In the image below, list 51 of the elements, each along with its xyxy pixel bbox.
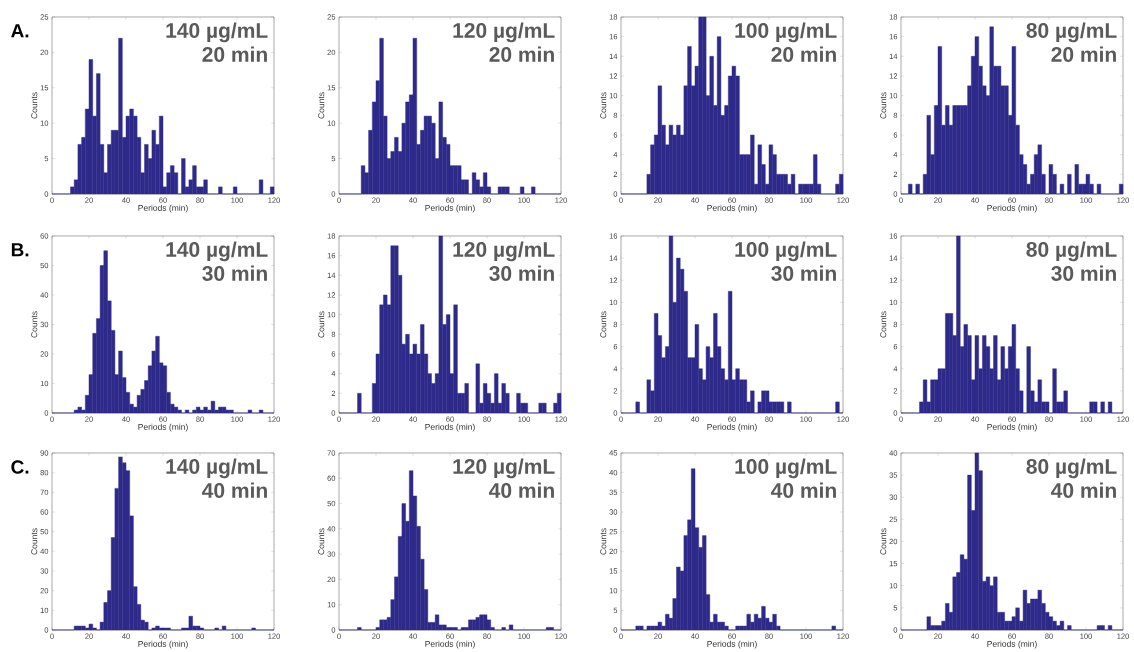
y-axis-title: Counts <box>880 92 887 119</box>
chart-title: 80 µg/mL <box>1026 241 1117 262</box>
chart-title: 100 µg/mL <box>735 458 837 479</box>
text: 40 min <box>202 482 267 498</box>
text: 30 min <box>771 265 836 281</box>
x-axis-title: Periods (min) <box>987 640 1037 649</box>
chart-title: 120 µg/mL <box>453 241 555 262</box>
chart-title: 100 µg/mL <box>735 22 837 43</box>
chart-title: 120 µg/mL <box>453 458 555 479</box>
text: 40 min <box>771 482 836 498</box>
text: 20 min <box>771 46 836 62</box>
x-axis-title: Periods (min) <box>425 640 475 649</box>
text: A. <box>11 24 29 38</box>
text: 20 min <box>489 46 554 62</box>
y-axis-title: Counts <box>318 311 325 338</box>
x-axis-title: Periods (min) <box>138 204 188 213</box>
chart-title: 100 µg/mL <box>735 241 837 262</box>
chart-title: 140 µg/mL <box>166 22 268 43</box>
x-axis-title: Periods (min) <box>987 204 1037 213</box>
x-axis-title: Periods (min) <box>425 204 475 213</box>
x-axis-title: Periods (min) <box>138 640 188 649</box>
chart-title: 120 µg/mL <box>453 22 555 43</box>
text: 20 min <box>1051 46 1116 62</box>
x-axis-title: Periods (min) <box>707 423 757 432</box>
y-axis-title: Counts <box>31 311 38 338</box>
x-axis-title: Periods (min) <box>707 640 757 649</box>
chart-title: 140 µg/mL <box>166 458 268 479</box>
y-axis-title: Counts <box>31 92 38 119</box>
y-axis-title: Counts <box>600 311 607 338</box>
text: 30 min <box>1051 265 1116 281</box>
text: B. <box>11 243 29 257</box>
chart-title: 140 µg/mL <box>166 241 268 262</box>
y-axis-title: Counts <box>880 528 887 555</box>
x-axis-title: Periods (min) <box>425 423 475 432</box>
text: 30 min <box>489 265 554 281</box>
text: 40 min <box>1051 482 1116 498</box>
text: 30 min <box>202 265 267 281</box>
y-axis-title: Counts <box>31 528 38 555</box>
y-axis-title: Counts <box>880 311 887 338</box>
text: C. <box>11 460 29 474</box>
x-axis-title: Periods (min) <box>138 423 188 432</box>
y-axis-title: Counts <box>318 92 325 119</box>
text: 40 min <box>489 482 554 498</box>
y-axis-title: Counts <box>318 528 325 555</box>
text: 20 min <box>202 46 267 62</box>
x-axis-title: Periods (min) <box>987 423 1037 432</box>
chart-title: 80 µg/mL <box>1026 458 1117 479</box>
chart-title: 80 µg/mL <box>1026 22 1117 43</box>
y-axis-title: Counts <box>600 528 607 555</box>
x-axis-title: Periods (min) <box>707 204 757 213</box>
y-axis-title: Counts <box>600 92 607 119</box>
